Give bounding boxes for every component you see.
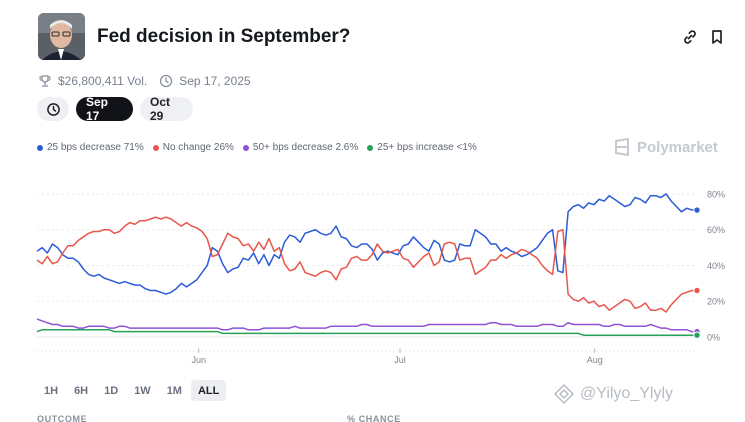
probability-chart[interactable]: Jun Jul Aug 80% 60% 40% 20% 0% (0, 185, 745, 365)
x-tick-label: Jul (394, 355, 406, 365)
page-title: Fed decision in September? (97, 26, 351, 47)
x-tick-label: Jun (191, 355, 206, 365)
y-tick-label: 60% (707, 225, 725, 235)
link-icon[interactable] (681, 28, 699, 46)
legend-dot (367, 144, 374, 151)
legend-dot (242, 144, 249, 151)
outcome-column-header: OUTCOME (37, 414, 88, 422)
legend-item: 25 bps decrease 71% (37, 142, 144, 153)
watermark-logo-icon (553, 383, 575, 405)
clock-icon (160, 74, 173, 88)
legend-label: 50+ bps decrease 2.6% (252, 142, 359, 153)
legend-item: No change 26% (152, 142, 234, 153)
series-endpoint (693, 286, 701, 295)
legend-label: No change 26% (162, 142, 234, 153)
history-button[interactable] (37, 97, 69, 121)
polymarket-logo: Polymarket (613, 138, 718, 156)
series-line[interactable] (36, 329, 697, 336)
series-line[interactable] (36, 216, 697, 313)
polymarket-logo-icon (615, 138, 629, 156)
chart-legend: 25 bps decrease 71% No change 26% 50+ bp… (37, 142, 486, 153)
series-endpoint (693, 206, 701, 214)
time-range-selector: 1H 6H 1D 1W 1M ALL (37, 380, 228, 401)
market-avatar (38, 13, 85, 60)
date-selector: Sep 17 Oct 29 (37, 95, 200, 123)
range-all[interactable]: ALL (190, 380, 227, 401)
range-1d[interactable]: 1D (104, 384, 119, 397)
history-clock-icon (46, 102, 60, 116)
legend-dot (37, 144, 43, 151)
volume-stat: $26,800,411 Vol. (38, 74, 147, 88)
chance-column-header[interactable]: % CHANCE (347, 414, 401, 422)
y-tick-label: 20% (707, 297, 725, 307)
legend-item: 25+ bps increase <1% (367, 142, 477, 153)
volume-text: $26,800,411 Vol. (58, 74, 148, 88)
range-1w[interactable]: 1W (134, 384, 151, 397)
end-date-stat: Sep 17, 2025 (159, 74, 251, 88)
y-tick-label: 80% (707, 189, 725, 199)
legend-label: 25+ bps increase <1% (377, 142, 477, 153)
watermark-text: @Yilyo_Ylyly (580, 385, 674, 402)
tab-oct-29[interactable]: Oct 29 (140, 95, 193, 123)
market-meta: $26,800,411 Vol. Sep 17, 2025 (38, 73, 263, 89)
series-endpoint (693, 331, 701, 339)
legend-dot (152, 144, 159, 151)
end-date-text: Sep 17, 2025 (179, 74, 251, 88)
series-line[interactable] (36, 318, 697, 333)
y-tick-label: 40% (707, 261, 725, 271)
legend-item: 50+ bps decrease 2.6% (242, 142, 359, 153)
legend-label: 25 bps decrease 71% (47, 142, 144, 153)
range-6h[interactable]: 6H (74, 384, 89, 397)
y-tick-label: 0% (707, 333, 720, 343)
x-tick-label: Aug (587, 355, 603, 365)
series-line[interactable] (36, 193, 697, 295)
watermark: @Yilyo_Ylyly (553, 383, 673, 405)
brand-name: Polymarket (637, 138, 718, 156)
tab-sep-17[interactable]: Sep 17 (76, 95, 133, 123)
market-header: Fed decision in September? (38, 13, 728, 63)
trophy-icon (39, 75, 51, 87)
range-1h[interactable]: 1H (44, 384, 59, 397)
range-1m[interactable]: 1M (166, 384, 182, 397)
bookmark-icon[interactable] (708, 28, 726, 46)
